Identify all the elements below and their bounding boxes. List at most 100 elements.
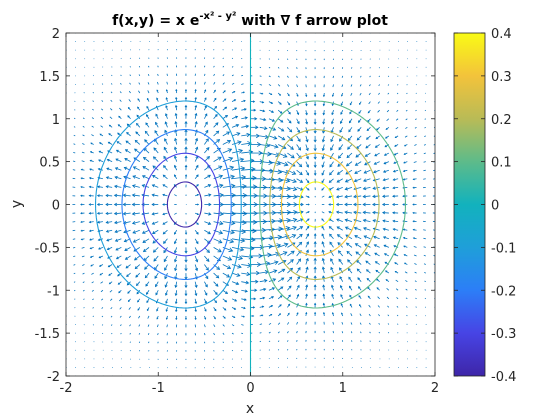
- quiver-arrow: [213, 113, 218, 120]
- quiver-arrow: [364, 252, 371, 257]
- quiver-arrow: [146, 290, 150, 295]
- quiver-arrow: [116, 141, 122, 145]
- quiver-arrow: [354, 243, 362, 248]
- quiver-arrow: [92, 324, 94, 326]
- quiver-arrow: [117, 272, 122, 277]
- contour-line: [269, 129, 380, 280]
- quiver-arrow: [406, 101, 408, 103]
- quiver-arrow: [138, 324, 141, 327]
- quiver-arrow: [340, 101, 344, 106]
- quiver-arrow: [406, 92, 408, 95]
- quiver-arrow: [373, 169, 380, 174]
- quiver-arrow: [313, 241, 317, 248]
- quiver-arrow: [91, 134, 94, 137]
- quiver-arrow: [277, 101, 282, 105]
- quiver-arrow: [337, 152, 344, 159]
- quiver-arrow: [405, 118, 408, 121]
- quiver-arrow: [378, 340, 380, 342]
- quiver-arrow: [287, 276, 293, 282]
- quiver-arrow: [184, 281, 188, 289]
- quiver-arrow: [344, 210, 353, 215]
- quiver-arrow: [321, 211, 325, 214]
- quiver-arrow: [114, 220, 122, 225]
- quiver-arrow: [152, 175, 159, 180]
- quiver-arrow: [268, 269, 278, 274]
- quiver-arrow: [134, 264, 141, 270]
- quiver-arrow: [148, 341, 150, 344]
- quiver-arrow: [372, 186, 380, 190]
- quiver-arrow: [321, 178, 325, 184]
- quiver-arrow: [137, 307, 141, 311]
- quiver-arrow: [353, 178, 362, 183]
- quiver-arrow: [231, 272, 241, 277]
- quiver-arrow: [268, 243, 282, 248]
- quiver-arrow: [74, 298, 76, 300]
- quiver-arrow: [322, 293, 326, 299]
- quiver-arrow: [97, 185, 103, 189]
- quiver-arrow: [397, 75, 399, 77]
- quiver-arrow: [173, 155, 178, 162]
- quiver-arrow: [151, 184, 159, 188]
- quiver-arrow: [336, 226, 343, 231]
- quiver-arrow: [332, 84, 334, 88]
- quiver-arrow: [147, 73, 150, 77]
- quiver-arrow: [100, 281, 104, 284]
- quiver-arrow: [277, 118, 284, 123]
- quiver-arrow: [231, 349, 234, 352]
- quiver-arrow: [344, 186, 353, 191]
- quiver-arrow: [127, 298, 131, 303]
- quiver-arrow: [277, 75, 280, 78]
- quiver-arrow: [146, 97, 150, 102]
- quiver-arrow: [287, 312, 290, 317]
- quiver-arrow: [305, 241, 310, 248]
- quiver-arrow: [184, 146, 188, 154]
- quiver-arrow: [194, 104, 198, 111]
- quiver-arrow: [213, 315, 216, 320]
- quiver-arrow: [144, 130, 150, 137]
- quiver-arrow: [415, 101, 417, 103]
- quiver-arrow: [96, 203, 103, 206]
- quiver-arrow: [119, 307, 122, 310]
- quiver-arrow: [114, 167, 122, 171]
- quiver-arrow: [72, 169, 76, 171]
- quiver-arrow: [296, 233, 303, 240]
- quiver-arrow: [204, 147, 210, 154]
- quiver-arrow: [268, 287, 276, 291]
- quiver-arrow: [204, 97, 207, 102]
- quiver-arrow: [98, 150, 104, 154]
- quiver-arrow: [268, 349, 271, 351]
- quiver-arrow: [341, 75, 344, 78]
- quiver-arrow: [204, 281, 208, 288]
- quiver-arrow: [259, 126, 268, 131]
- contour-line: [142, 152, 221, 257]
- quiver-arrow: [313, 110, 317, 116]
- quiver-arrow: [385, 270, 390, 274]
- quiver-arrow: [129, 74, 131, 77]
- quiver-arrow: [92, 298, 94, 301]
- quiver-arrow: [259, 332, 262, 334]
- quiver-arrow: [175, 88, 178, 94]
- quiver-arrow: [127, 115, 131, 120]
- quiver-arrow: [346, 250, 353, 257]
- quiver-arrow: [402, 169, 408, 173]
- quiver-arrow: [305, 225, 310, 231]
- colorbar-tick-label: 0: [491, 199, 499, 214]
- quiver-arrow: [259, 84, 263, 86]
- quiver-arrow: [146, 114, 150, 119]
- quiver-arrow: [362, 194, 371, 199]
- quiver-arrow: [213, 289, 218, 296]
- quiver-arrow: [119, 91, 122, 94]
- quiver-arrow: [92, 100, 94, 102]
- quiver-arrow: [132, 238, 140, 243]
- quiver-arrow: [204, 307, 207, 312]
- quiver-arrow: [222, 165, 235, 171]
- quiver-arrow: [287, 75, 289, 78]
- quiver-arrow: [184, 104, 188, 111]
- quiver-arrow: [296, 293, 300, 299]
- quiver-arrow: [142, 238, 150, 243]
- quiver-arrow: [374, 252, 380, 257]
- quiver-arrow: [164, 121, 168, 128]
- quiver-arrow: [296, 75, 298, 79]
- quiver-arrow: [397, 84, 399, 86]
